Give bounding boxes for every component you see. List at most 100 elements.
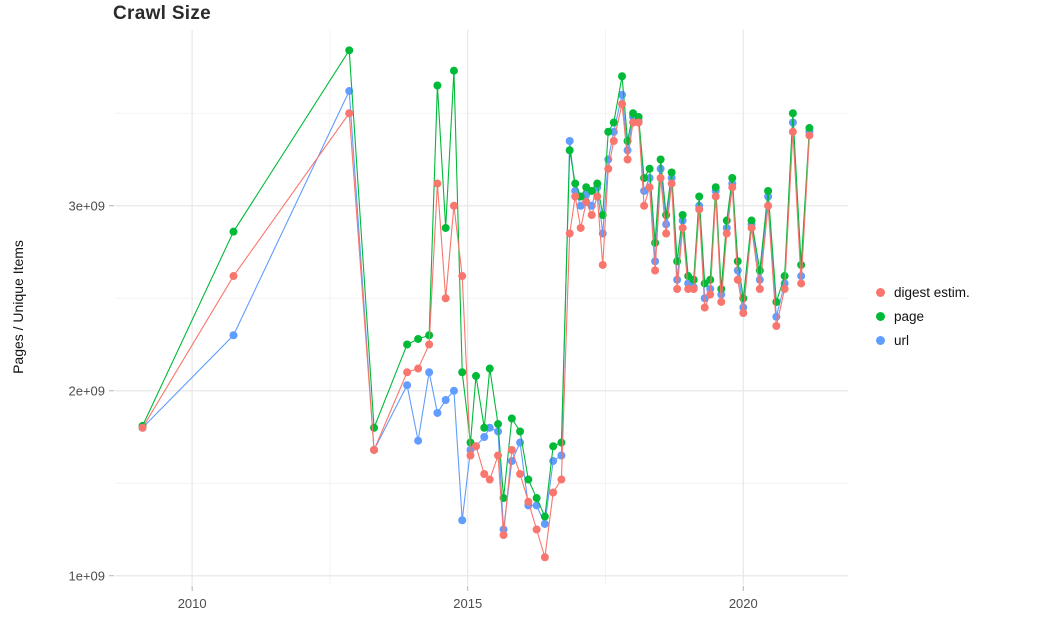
data-point-digest-estim- (582, 198, 591, 207)
data-point-page (788, 109, 797, 118)
data-point-digest-estim- (557, 475, 566, 484)
data-point-digest-estim- (717, 297, 726, 306)
data-point-digest-estim- (576, 223, 585, 232)
data-point-digest-estim- (494, 451, 503, 460)
data-point-page (485, 364, 494, 373)
data-point-digest-estim- (722, 229, 731, 238)
data-point-digest-estim- (414, 364, 423, 373)
data-point-digest-estim- (678, 223, 687, 232)
data-point-page (524, 475, 533, 484)
data-point-digest-estim- (711, 192, 720, 201)
data-point-digest-estim- (805, 131, 814, 140)
data-point-page (609, 118, 618, 127)
data-point-digest-estim- (540, 553, 549, 562)
data-point-page (717, 285, 726, 293)
data-point-page (747, 216, 756, 225)
data-point-digest-estim- (788, 127, 797, 136)
legend-key-digest-estim-icon (876, 288, 885, 297)
data-point-url (458, 516, 467, 525)
data-point-digest-estim- (345, 109, 354, 118)
data-point-page (645, 164, 654, 173)
data-point-page (772, 297, 781, 306)
data-point-digest-estim- (629, 118, 638, 127)
legend: digest estim. page url (876, 285, 970, 348)
chart-title: Crawl Size (113, 3, 212, 24)
data-point-digest-estim- (449, 201, 458, 210)
data-point-url (645, 174, 654, 182)
data-point-page (651, 238, 660, 247)
data-point-digest-estim- (780, 285, 789, 293)
data-point-digest-estim- (739, 309, 748, 318)
data-point-digest-estim- (524, 497, 533, 506)
data-point-page (471, 371, 480, 380)
data-point-digest-estim- (706, 290, 715, 299)
data-point-digest-estim- (458, 272, 467, 281)
data-point-url (441, 396, 450, 404)
legend-item-url: url (876, 333, 970, 348)
data-point-digest-estim- (684, 285, 693, 293)
data-point-page (414, 334, 423, 343)
data-point-url (540, 519, 549, 528)
data-point-digest-estim- (764, 201, 773, 210)
data-point-digest-estim- (587, 211, 596, 219)
data-point-page (805, 124, 814, 133)
data-point-page (695, 192, 704, 201)
data-point-digest-estim- (441, 294, 450, 303)
data-point-digest-estim- (471, 442, 480, 451)
data-point-digest-estim- (640, 201, 649, 210)
data-point-digest-estim- (662, 229, 671, 238)
data-point-url (557, 451, 566, 460)
data-point-page (764, 186, 773, 195)
data-point-digest-estim- (772, 322, 781, 330)
data-point-digest-estim- (700, 303, 709, 312)
data-point-digest-estim- (733, 275, 742, 284)
data-point-url (651, 257, 660, 266)
data-point-digest-estim- (634, 118, 643, 127)
data-point-digest-estim- (673, 285, 682, 293)
data-point-page (604, 127, 613, 136)
data-point-page (449, 66, 458, 75)
series-line-page (142, 48, 810, 519)
data-point-digest-estim- (425, 340, 434, 349)
data-point-page (640, 174, 649, 182)
data-point-digest-estim- (695, 205, 704, 214)
data-point-digest-estim- (516, 470, 525, 478)
data-point-digest-estim- (433, 179, 442, 188)
legend-key-page-icon (876, 312, 885, 321)
data-point-digest-estim- (651, 266, 660, 275)
data-point-page (780, 272, 789, 281)
legend-key-url-icon (876, 336, 885, 345)
data-point-page (370, 423, 379, 432)
data-point-page (722, 216, 731, 225)
data-point-page (587, 186, 596, 195)
data-point-digest-estim- (138, 423, 147, 432)
data-point-url (414, 436, 423, 445)
data-point-page (540, 512, 549, 521)
data-point-digest-estim- (466, 451, 475, 460)
data-point-page (728, 174, 737, 182)
data-point-page (678, 211, 687, 219)
data-point-page (494, 420, 503, 429)
data-point-page (557, 438, 566, 447)
data-point-page (634, 112, 643, 121)
data-point-digest-estim- (507, 445, 516, 454)
legend-label-digest-estim: digest estim. (894, 285, 970, 300)
data-point-page (576, 192, 585, 201)
x-tick-label: 2020 (729, 596, 758, 611)
data-point-page (441, 223, 450, 232)
data-point-page (618, 72, 627, 81)
data-point-digest-estim- (571, 192, 580, 201)
data-point-page (656, 155, 665, 164)
data-point-page (733, 257, 742, 266)
data-point-page (706, 275, 715, 284)
data-point-url (656, 164, 665, 173)
data-point-digest-estim- (370, 445, 379, 454)
data-point-url (565, 137, 574, 145)
data-point-digest-estim- (485, 475, 494, 484)
data-point-digest-estim- (755, 285, 764, 293)
data-point-url (433, 408, 442, 417)
data-point-page (549, 442, 558, 451)
data-point-digest-estim- (667, 179, 676, 188)
data-point-digest-estim- (598, 260, 607, 269)
